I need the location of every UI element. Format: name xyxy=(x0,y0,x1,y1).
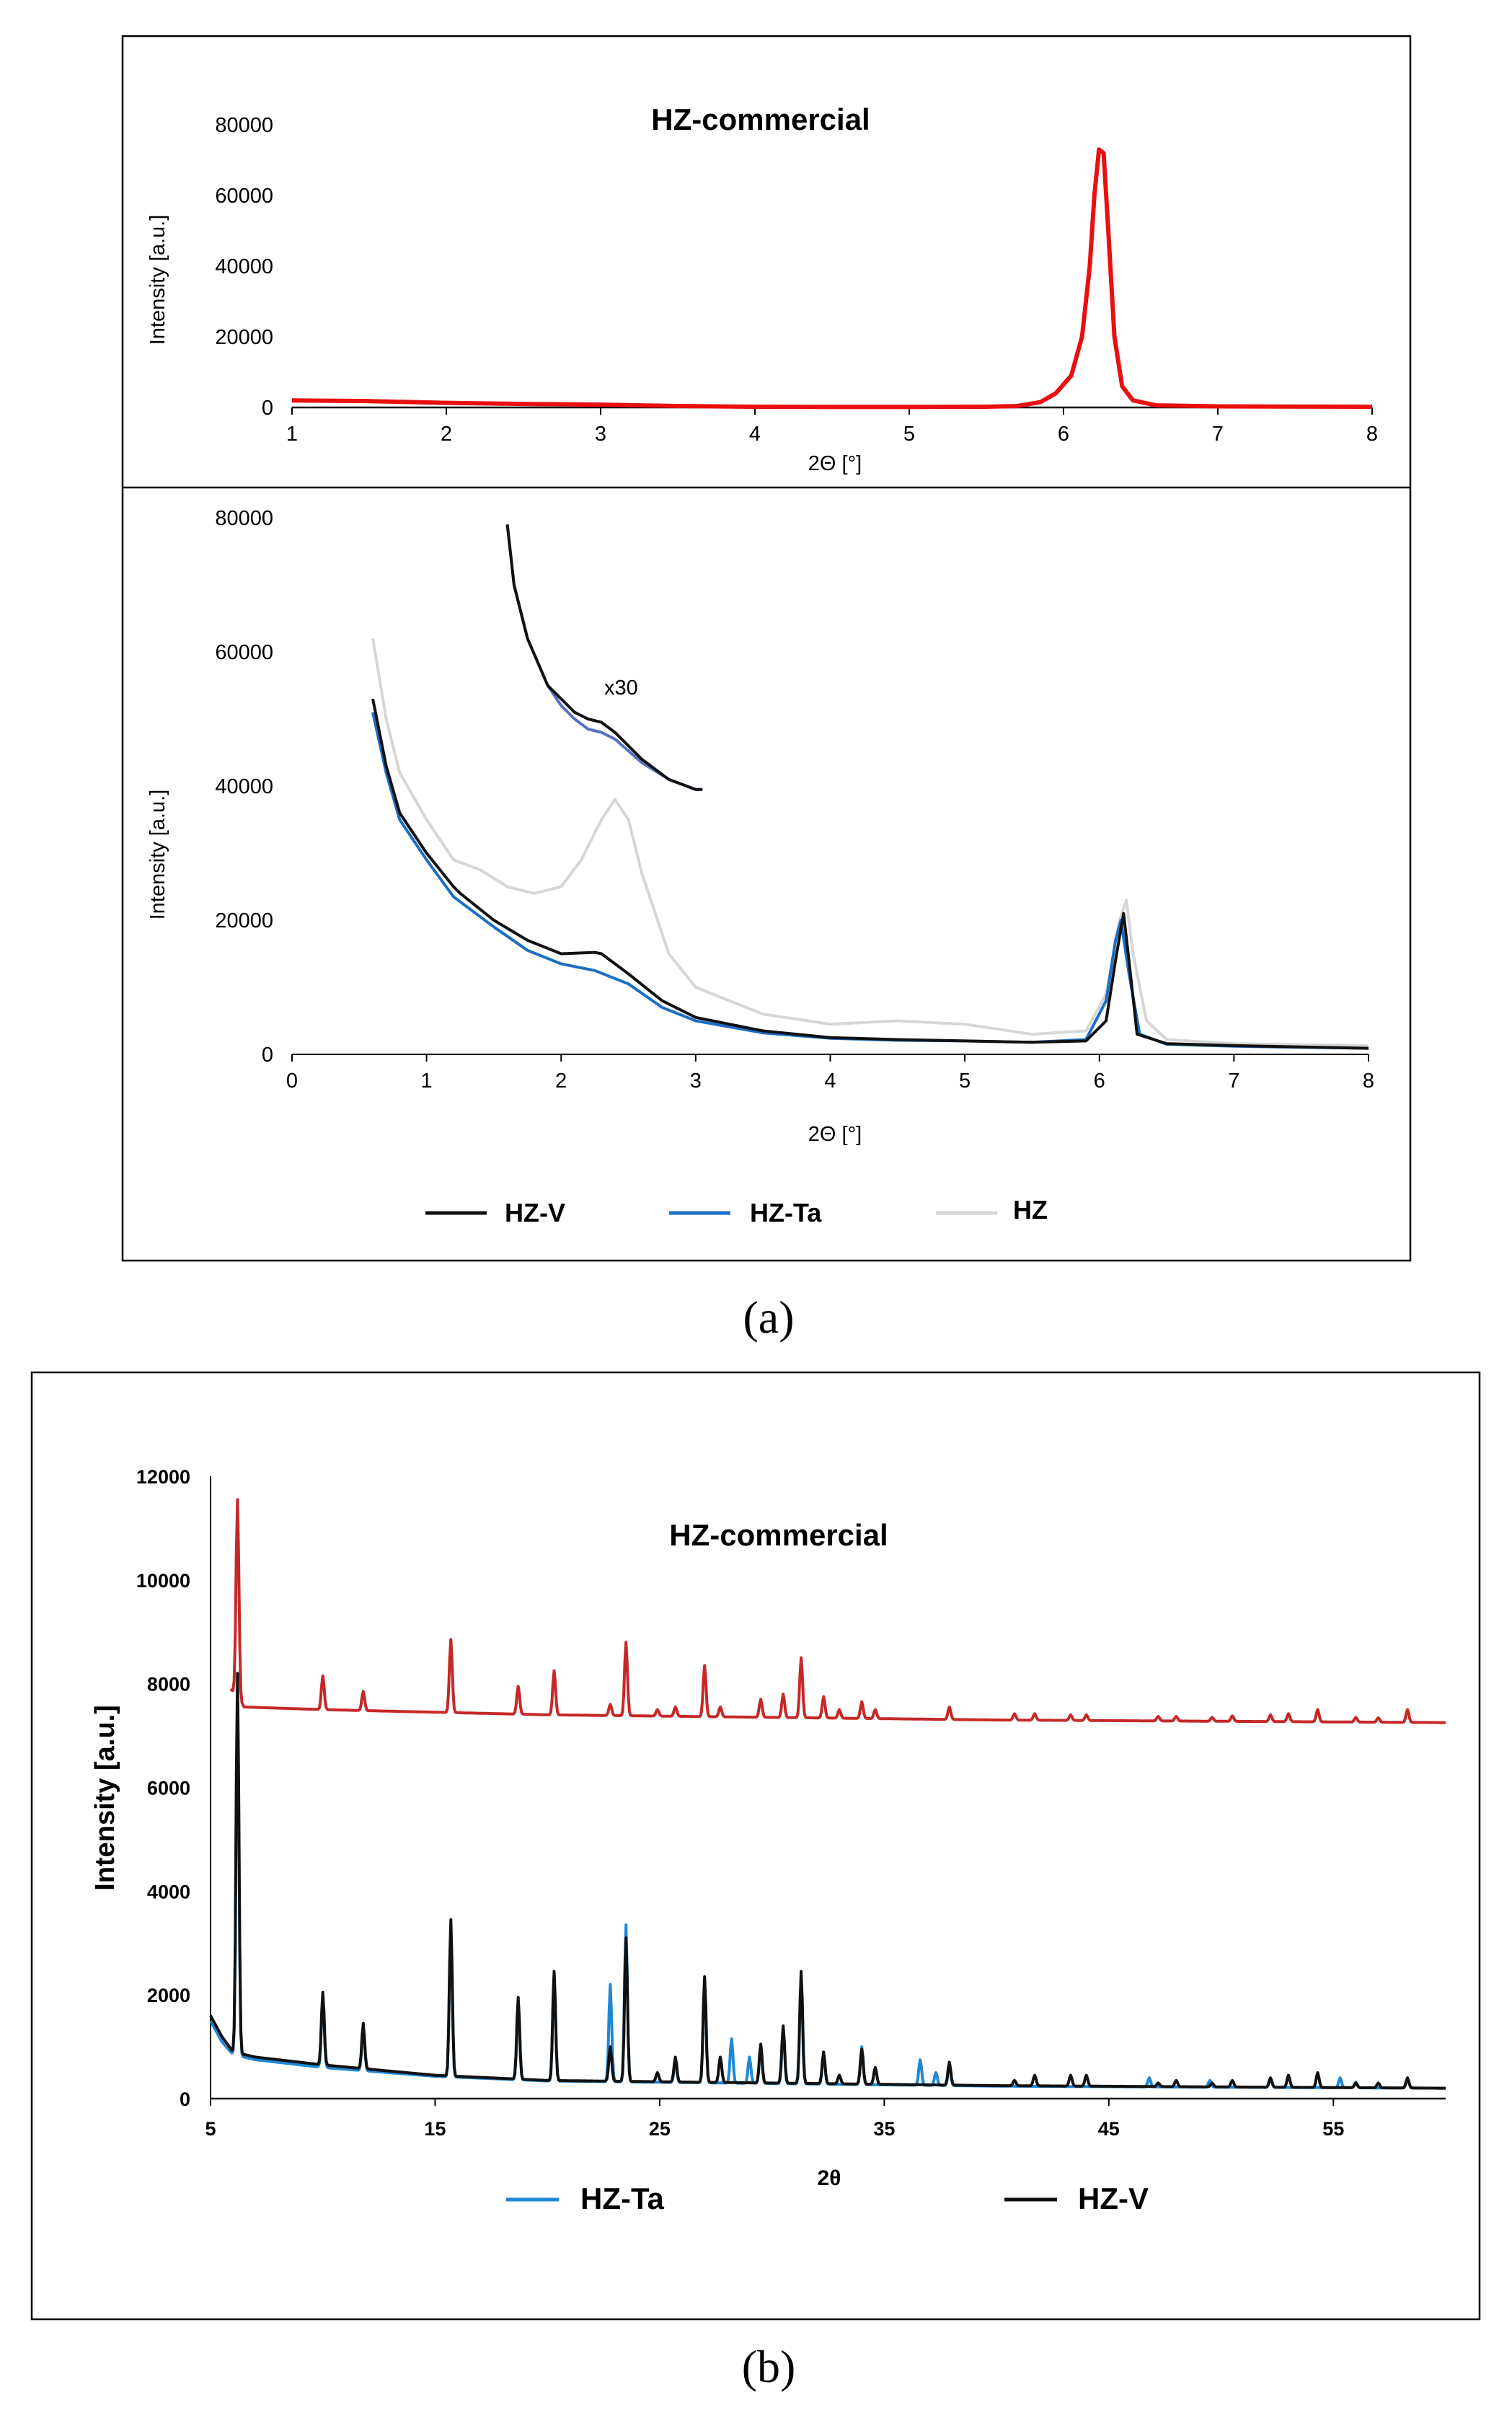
series-line-hz-ta xyxy=(209,1693,1446,2090)
x-tick-label: 5 xyxy=(205,2118,216,2140)
legend-label-hz-v: HZ-V xyxy=(505,1198,565,1227)
x-tick-label: 1 xyxy=(421,1069,433,1093)
series-line-hz-commercial xyxy=(229,1498,1446,1724)
b-title: HZ-commercial xyxy=(669,1518,888,1552)
x-tick-label: 35 xyxy=(873,2118,895,2140)
panel-b-frame xyxy=(30,1371,1481,2321)
y-tick-label: 80000 xyxy=(215,114,273,137)
x-tick-label: 7 xyxy=(1228,1069,1239,1093)
a-top-ylabel: Intensity [a.u.] xyxy=(146,215,169,345)
legend-label-hz: HZ xyxy=(1013,1195,1048,1225)
series-line-hz-v xyxy=(209,1672,1446,2090)
series-line-hz-v xyxy=(371,698,1369,1050)
chart-b: 5 15 25 35 45 55 0 2000 4000 6000 8000 10000 12000 H… xyxy=(90,1466,1446,2215)
chart-a-top: 1 2 3 4 5 6 7 8 0 20000 40000 60000 80000 HZ-commerc… xyxy=(146,102,1378,475)
y-tick-label: 20000 xyxy=(215,909,273,932)
y-tick-label: 10000 xyxy=(136,1570,190,1592)
x-tick-label: 3 xyxy=(595,423,606,446)
series-line-hz-commercial xyxy=(291,147,1373,410)
a-bottom-ylabel: Intensity [a.u.] xyxy=(146,790,169,920)
series-line-hz xyxy=(371,638,1369,1047)
b-ylabel: Intensity [a.u.] xyxy=(90,1705,120,1891)
y-tick-label: 6000 xyxy=(147,1778,190,1799)
x-tick-label: 6 xyxy=(1094,1069,1105,1093)
b-xlabel: 2θ xyxy=(818,2166,841,2190)
a-bottom-annotation: x30 xyxy=(604,676,638,700)
y-tick-label: 20000 xyxy=(215,326,273,349)
a-top-marks: 1 2 3 4 5 6 7 8 0 20000 40000 60000 80000 xyxy=(215,114,1378,446)
y-tick-label: 0 xyxy=(262,1044,273,1067)
y-tick-label: 60000 xyxy=(215,185,273,208)
x-tick-label: 8 xyxy=(1363,1069,1374,1093)
b-marks: 5 15 25 35 45 55 0 2000 4000 6000 8000 10000 12000 xyxy=(136,1466,1446,2140)
a-bottom-marks: 0 1 2 3 4 5 6 7 8 0 20000 40000 60000 80000 xyxy=(215,507,1374,1093)
chart-a-bottom: 0 1 2 3 4 5 6 7 8 0 20000 40000 60000 80000 x30 2Θ [°… xyxy=(146,507,1374,1227)
x-tick-label: 55 xyxy=(1322,2118,1344,2140)
legend-label-hz-ta: HZ-Ta xyxy=(750,1198,822,1227)
a-bottom-legend: HZ-V HZ-Ta HZ xyxy=(425,1195,1048,1227)
x-tick-label: 7 xyxy=(1212,423,1224,446)
y-tick-label: 4000 xyxy=(147,1881,190,1902)
x-tick-label: 5 xyxy=(903,423,915,446)
y-tick-label: 40000 xyxy=(215,255,273,278)
legend-label-b-hz-v: HZ-V xyxy=(1078,2182,1149,2215)
x-tick-label: 8 xyxy=(1366,423,1378,446)
y-tick-label: 0 xyxy=(180,2088,190,2110)
x-tick-label: 2 xyxy=(441,423,452,446)
y-tick-label: 80000 xyxy=(215,507,273,530)
y-tick-label: 2000 xyxy=(147,1985,190,2006)
x-tick-label: 0 xyxy=(286,1069,298,1093)
y-tick-label: 60000 xyxy=(215,641,273,664)
x-tick-label: 1 xyxy=(286,423,298,446)
y-tick-label: 12000 xyxy=(136,1466,190,1488)
x-tick-label: 4 xyxy=(824,1069,836,1093)
b-legend: HZ-Ta HZ-V xyxy=(506,2182,1149,2215)
a-top-title: HZ-commercial xyxy=(651,102,870,136)
x-tick-label: 4 xyxy=(749,423,761,446)
x-tick-label: 2 xyxy=(555,1069,567,1093)
x-tick-label: 45 xyxy=(1098,2118,1120,2140)
a-bottom-xlabel: 2Θ [°] xyxy=(808,1123,862,1146)
legend-label-b-hz-ta: HZ-Ta xyxy=(580,2182,665,2215)
inset-line xyxy=(505,524,703,791)
y-tick-label: 40000 xyxy=(215,775,273,798)
x-tick-label: 6 xyxy=(1058,423,1069,446)
x-tick-label: 3 xyxy=(690,1069,702,1093)
x-tick-label: 15 xyxy=(424,2118,446,2140)
panel-b-label: (b) xyxy=(742,2341,796,2392)
panel-a-label: (a) xyxy=(743,1292,794,1343)
a-top-xlabel: 2Θ [°] xyxy=(808,452,862,475)
x-tick-label: 5 xyxy=(959,1069,971,1093)
y-tick-label: 8000 xyxy=(147,1674,190,1695)
y-tick-label: 0 xyxy=(262,397,273,420)
x-tick-label: 25 xyxy=(649,2118,671,2140)
panel-a-frame xyxy=(121,35,1412,1262)
series-line-hz-ta xyxy=(371,712,1369,1050)
